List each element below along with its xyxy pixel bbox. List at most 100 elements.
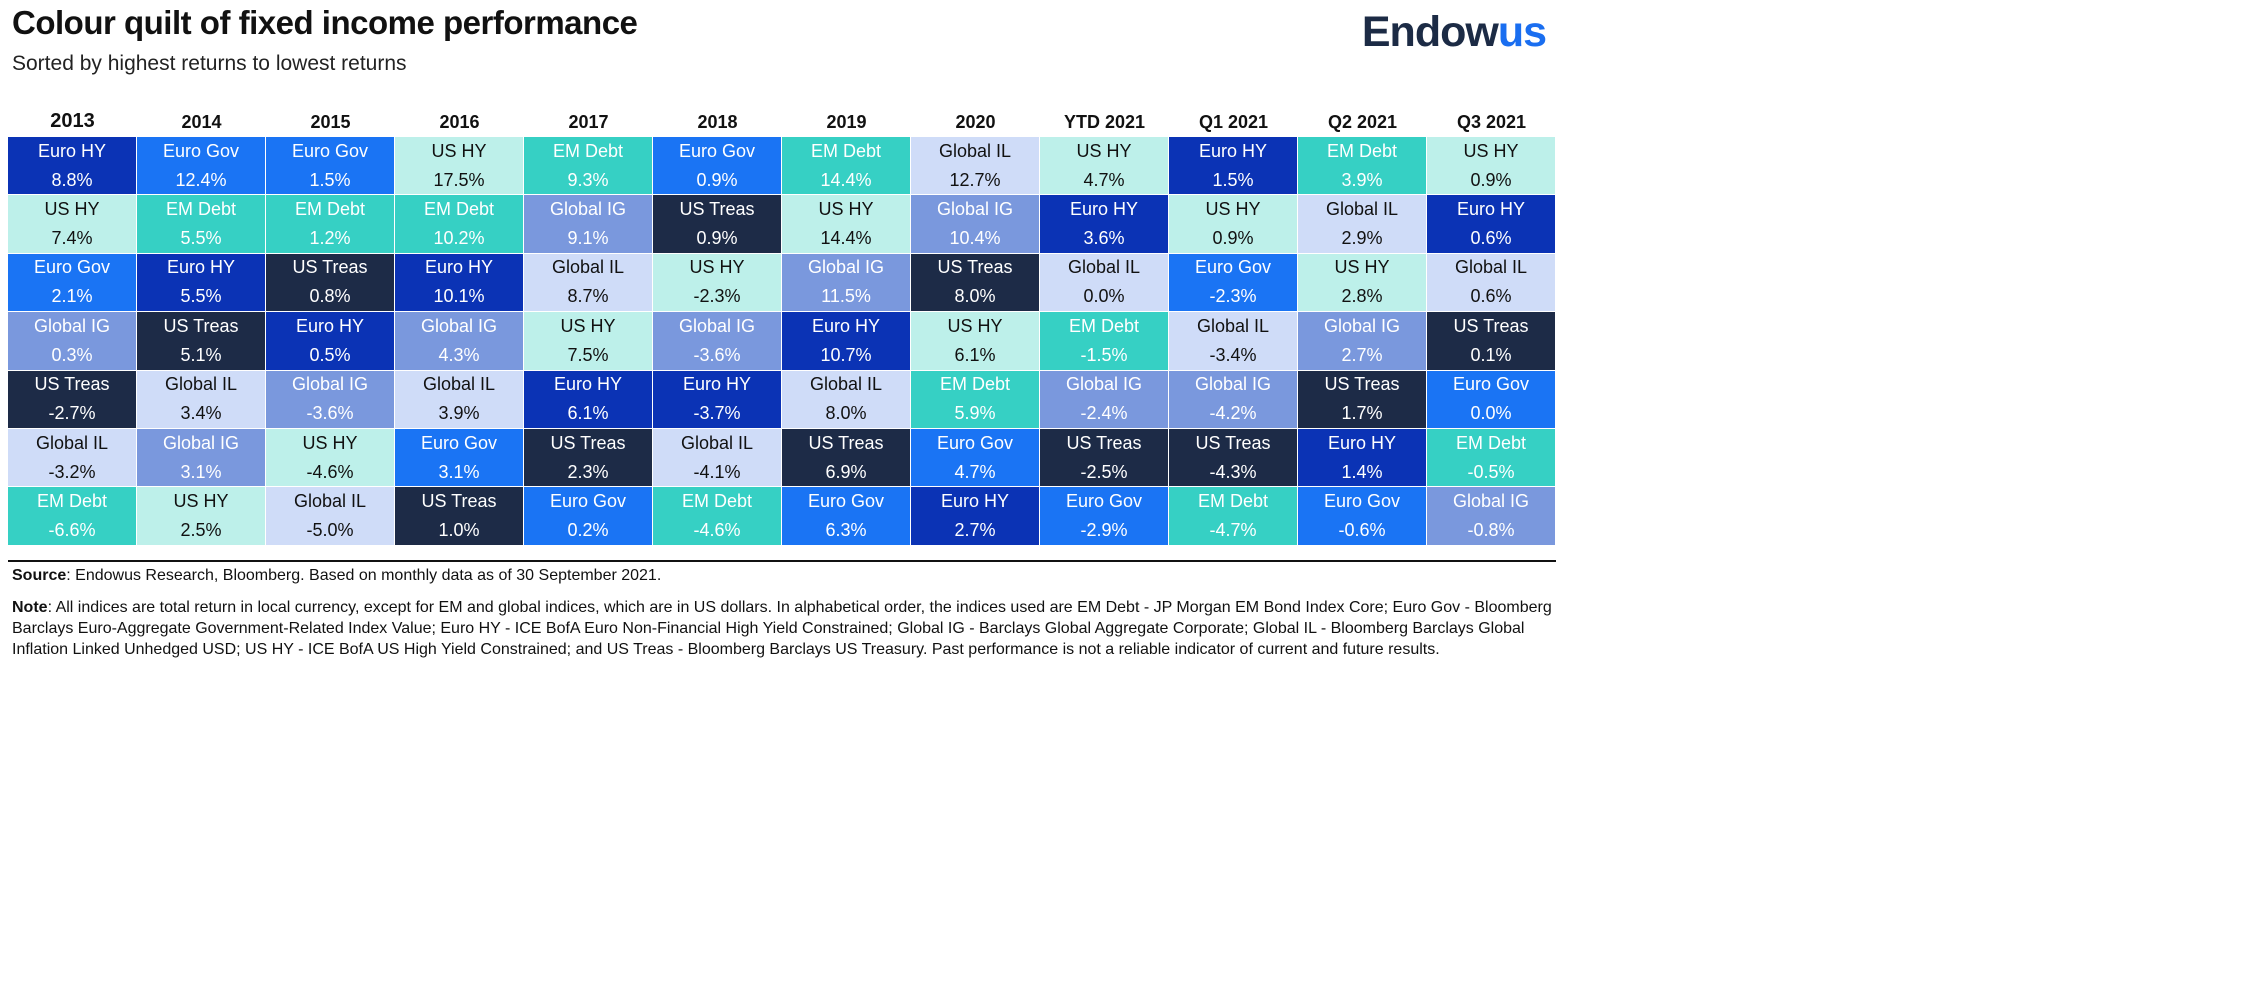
return-value: 0.3% xyxy=(51,344,93,365)
index-name: US Treas xyxy=(1066,432,1142,453)
index-name: US HY xyxy=(689,257,745,278)
footer-divider xyxy=(8,560,1556,562)
index-name: US HY xyxy=(302,432,358,453)
quilt-cell: Euro Gov -0.6% xyxy=(1298,487,1427,546)
index-name: EM Debt xyxy=(681,491,753,512)
return-value: 3.9% xyxy=(1341,169,1383,190)
return-value: 6.9% xyxy=(825,461,867,482)
quilt-cell: EM Debt 3.9% xyxy=(1298,137,1427,196)
return-value: 7.4% xyxy=(51,228,93,249)
quilt-rank-row: Global IG 0.3% US Treas 5.1% Euro HY 0.5% Glob… xyxy=(8,312,1556,371)
quilt-cell: Global IG -2.4% xyxy=(1040,370,1169,429)
index-name: Euro HY xyxy=(1069,199,1139,220)
quilt-cell: EM Debt -0.5% xyxy=(1427,428,1556,488)
index-name: US HY xyxy=(173,491,229,512)
note-label: Note xyxy=(12,599,48,616)
quilt-cell: Euro Gov 6.3% xyxy=(782,487,911,546)
index-name: Euro HY xyxy=(811,315,881,336)
quilt-cell: EM Debt -1.5% xyxy=(1040,312,1169,371)
return-value: -4.7% xyxy=(1209,520,1257,541)
index-name: EM Debt xyxy=(1197,491,1269,512)
return-value: 8.0% xyxy=(954,286,996,307)
index-name: Euro Gov xyxy=(549,491,627,512)
quilt-rank-row: EM Debt -6.6% US HY 2.5% Global IL -5.0% US Tr… xyxy=(8,487,1556,546)
index-name: Global IL xyxy=(1454,257,1528,278)
column-header: Q2 2021 xyxy=(1327,112,1398,132)
quilt-cell: Global IG 11.5% xyxy=(782,253,911,313)
index-name: US HY xyxy=(1334,257,1390,278)
quilt-cell: US HY 7.4% xyxy=(8,195,137,254)
index-name: Euro Gov xyxy=(1194,257,1272,278)
return-value: 12.4% xyxy=(175,169,227,190)
return-value: 6.1% xyxy=(954,344,996,365)
return-value: 0.8% xyxy=(309,286,351,307)
return-value: 0.0% xyxy=(1470,403,1512,424)
quilt-cell: Euro Gov 0.9% xyxy=(653,137,782,196)
return-value: 10.7% xyxy=(820,344,872,365)
quilt-cell: Global IL 0.0% xyxy=(1040,253,1169,313)
quilt-cell: Euro HY 3.6% xyxy=(1040,195,1169,254)
quilt-cell: US Treas 0.9% xyxy=(653,195,782,254)
return-value: -4.3% xyxy=(1209,461,1257,482)
return-value: 3.4% xyxy=(180,403,222,424)
index-name: Global IG xyxy=(420,315,498,336)
quilt-body: Euro HY 8.8% Euro Gov 12.4% Euro Gov 1.5% US H… xyxy=(8,137,1556,546)
index-name: US Treas xyxy=(1324,374,1400,395)
return-value: -0.8% xyxy=(1467,520,1515,541)
return-value: 10.4% xyxy=(949,228,1001,249)
return-value: 3.9% xyxy=(438,403,480,424)
return-value: 2.1% xyxy=(51,286,93,307)
quilt-cell: Global IL -3.4% xyxy=(1169,312,1298,371)
quilt-rank-row: Global IL -3.2% Global IG 3.1% US HY -4.6% Eur… xyxy=(8,428,1556,488)
index-name: Global IL xyxy=(938,140,1012,161)
quilt-cell: Global IG -3.6% xyxy=(653,312,782,371)
quilt-cell: Euro HY 1.4% xyxy=(1298,428,1427,488)
quilt-cell: US Treas 8.0% xyxy=(911,253,1040,313)
return-value: 0.0% xyxy=(1083,286,1125,307)
quilt-rank-row: US HY 7.4% EM Debt 5.5% EM Debt 1.2% EM Debt 10… xyxy=(8,195,1556,254)
return-value: 8.0% xyxy=(825,403,867,424)
return-value: 0.9% xyxy=(696,169,738,190)
return-value: -4.1% xyxy=(693,461,741,482)
index-name: Euro Gov xyxy=(807,491,885,512)
return-value: 5.1% xyxy=(180,344,222,365)
quilt-cell: US Treas 2.3% xyxy=(524,428,653,488)
index-name: Euro Gov xyxy=(678,140,756,161)
quilt-cell: US HY 7.5% xyxy=(524,312,653,371)
return-value: 2.7% xyxy=(954,520,996,541)
quilt-cell: Euro HY 6.1% xyxy=(524,370,653,429)
return-value: 1.7% xyxy=(1341,403,1383,424)
index-name: EM Debt xyxy=(36,491,108,512)
quilt-cell: EM Debt 5.5% xyxy=(137,195,266,254)
quilt-cell: Euro HY 0.5% xyxy=(266,312,395,371)
return-value: 0.6% xyxy=(1470,228,1512,249)
index-name: Euro HY xyxy=(1198,140,1268,161)
quilt-cell: Global IL -5.0% xyxy=(266,487,395,546)
quilt-cell: US Treas 1.0% xyxy=(395,487,524,546)
quilt-cell: Global IL 3.4% xyxy=(137,370,266,429)
index-name: Global IG xyxy=(549,199,627,220)
column-header: Q1 2021 xyxy=(1198,112,1269,132)
return-value: 5.9% xyxy=(954,403,996,424)
column-header: YTD 2021 xyxy=(1063,112,1146,132)
index-name: Euro Gov xyxy=(33,257,111,278)
index-name: Euro Gov xyxy=(162,140,240,161)
index-name: US HY xyxy=(44,199,100,220)
quilt-cell: Euro HY 1.5% xyxy=(1169,137,1298,196)
quilt-rank-row: Euro HY 8.8% Euro Gov 12.4% Euro Gov 1.5% US H… xyxy=(8,137,1556,196)
quilt-cell: US HY 2.8% xyxy=(1298,253,1427,313)
return-value: 1.5% xyxy=(1212,169,1254,190)
index-name: US HY xyxy=(1205,199,1261,220)
return-value: 2.7% xyxy=(1341,344,1383,365)
return-value: 1.0% xyxy=(438,520,480,541)
quilt-cell: Global IL 3.9% xyxy=(395,370,524,429)
quilt-cell: Global IG 2.7% xyxy=(1298,312,1427,371)
quilt-cell: EM Debt 1.2% xyxy=(266,195,395,254)
performance-quilt: 2013 2014 2015 2016 2017 2018 2019 2020 YTD 2021… xyxy=(8,108,1556,546)
index-name: Euro Gov xyxy=(1065,491,1143,512)
quilt-cell: EM Debt -4.7% xyxy=(1169,487,1298,546)
return-value: 0.9% xyxy=(1212,228,1254,249)
index-name: US HY xyxy=(431,140,487,161)
index-name: US HY xyxy=(947,315,1003,336)
quilt-cell: EM Debt -6.6% xyxy=(8,487,137,546)
